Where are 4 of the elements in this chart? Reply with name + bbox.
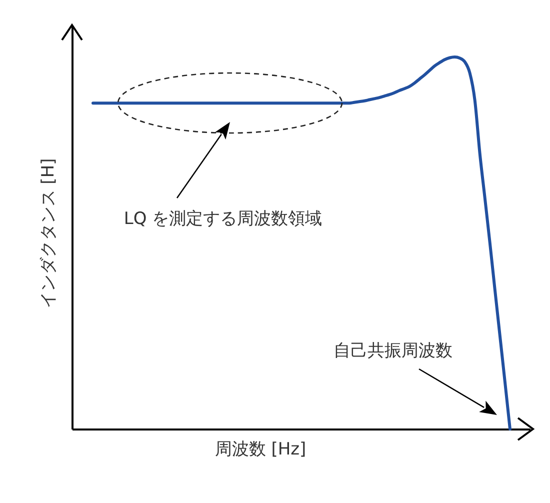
x-axis-title: 周波数 [Hz]: [214, 440, 306, 460]
annotation: 自己共振周波数: [334, 341, 452, 361]
annotation: LQ を測定する周波数領域: [124, 209, 322, 229]
y-axis-title: インダクタンス [H]: [38, 158, 58, 309]
